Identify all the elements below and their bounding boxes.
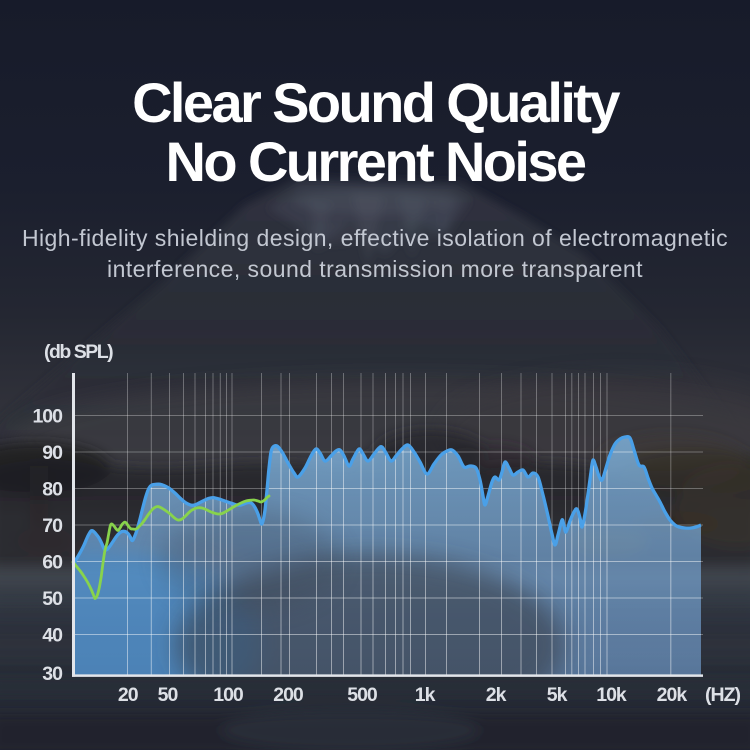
svg-text:(db SPL): (db SPL) xyxy=(44,341,113,363)
svg-text:1k: 1k xyxy=(415,684,436,706)
svg-text:80: 80 xyxy=(42,479,63,501)
svg-text:50: 50 xyxy=(42,588,63,610)
svg-text:30: 30 xyxy=(42,663,63,685)
svg-text:(HZ): (HZ) xyxy=(705,684,740,706)
svg-text:100: 100 xyxy=(213,684,244,706)
svg-text:40: 40 xyxy=(42,625,63,647)
svg-text:10k: 10k xyxy=(596,684,627,706)
svg-text:5k: 5k xyxy=(547,684,568,706)
svg-text:20: 20 xyxy=(118,684,139,706)
svg-text:20k: 20k xyxy=(657,684,688,706)
svg-text:90: 90 xyxy=(42,442,63,464)
svg-text:2k: 2k xyxy=(486,684,507,706)
svg-text:200: 200 xyxy=(273,684,304,706)
svg-text:70: 70 xyxy=(42,515,63,537)
svg-text:100: 100 xyxy=(32,406,63,428)
svg-text:50: 50 xyxy=(158,684,179,706)
svg-text:500: 500 xyxy=(347,684,378,706)
svg-text:60: 60 xyxy=(42,552,63,574)
